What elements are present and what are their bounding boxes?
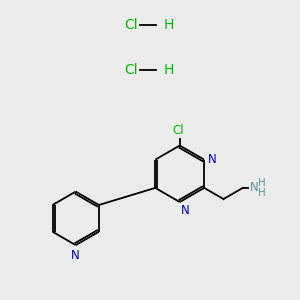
Text: N: N	[181, 204, 190, 218]
Text: N: N	[71, 249, 80, 262]
Text: H: H	[258, 188, 266, 198]
Text: N: N	[250, 182, 258, 194]
Text: Cl: Cl	[172, 124, 184, 137]
Text: Cl: Cl	[124, 18, 138, 32]
Text: H: H	[164, 63, 174, 77]
Text: Cl: Cl	[124, 63, 138, 77]
Text: H: H	[258, 178, 266, 188]
Text: H: H	[164, 18, 174, 32]
Text: N: N	[208, 153, 217, 166]
